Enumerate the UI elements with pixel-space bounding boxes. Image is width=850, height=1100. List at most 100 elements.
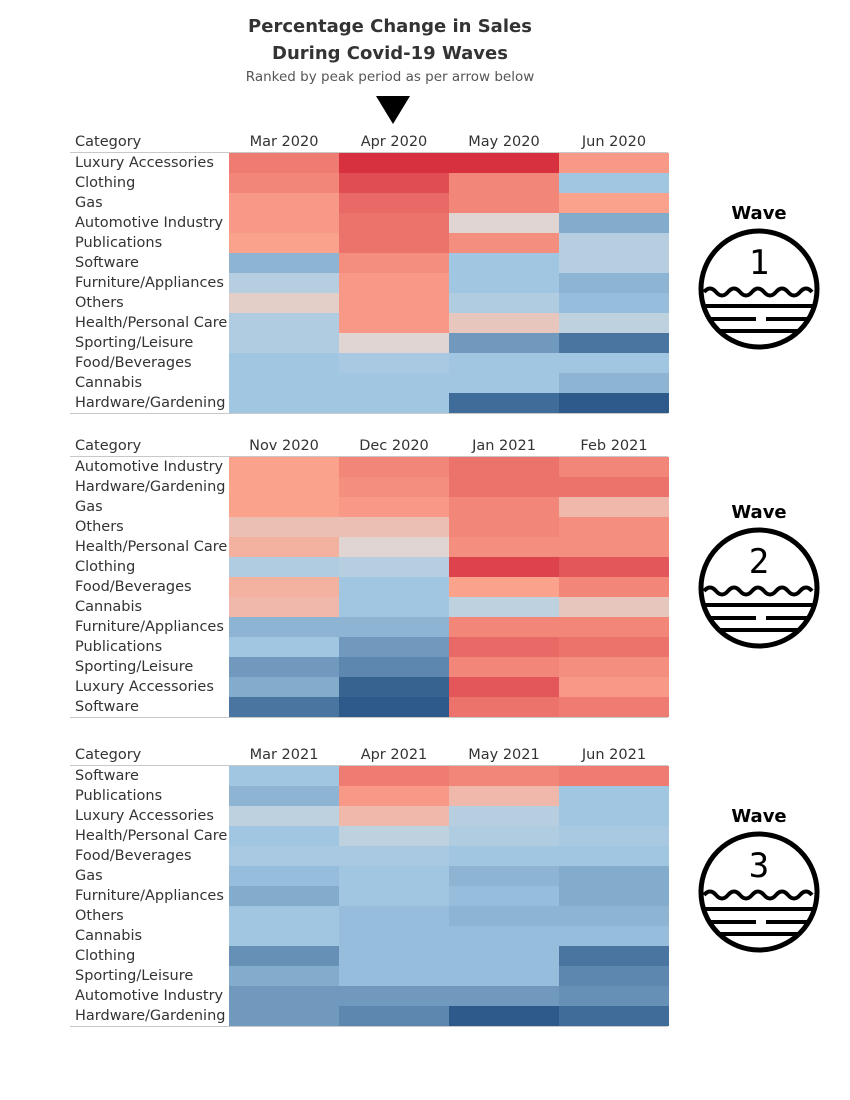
heatmap-cell[interactable]: [449, 637, 559, 657]
heatmap-cell[interactable]: [559, 517, 669, 537]
heatmap-cell[interactable]: [559, 826, 669, 846]
heatmap-cell[interactable]: [559, 333, 669, 353]
heatmap-cell[interactable]: [449, 173, 559, 193]
heatmap-cell[interactable]: [559, 153, 669, 173]
heatmap-cell[interactable]: [559, 846, 669, 866]
heatmap-cell[interactable]: [559, 966, 669, 986]
heatmap-cell[interactable]: [559, 786, 669, 806]
heatmap-cell[interactable]: [449, 457, 559, 477]
heatmap-cell[interactable]: [339, 597, 449, 617]
heatmap-cell[interactable]: [229, 886, 339, 906]
heatmap-cell[interactable]: [449, 233, 559, 253]
heatmap-cell[interactable]: [229, 253, 339, 273]
heatmap-cell[interactable]: [559, 657, 669, 677]
heatmap-cell[interactable]: [559, 926, 669, 946]
heatmap-cell[interactable]: [229, 577, 339, 597]
heatmap-cell[interactable]: [559, 497, 669, 517]
heatmap-cell[interactable]: [449, 253, 559, 273]
heatmap-cell[interactable]: [449, 373, 559, 393]
heatmap-cell[interactable]: [229, 806, 339, 826]
heatmap-cell[interactable]: [339, 846, 449, 866]
heatmap-cell[interactable]: [449, 537, 559, 557]
heatmap-cell[interactable]: [339, 193, 449, 213]
heatmap-cell[interactable]: [339, 173, 449, 193]
heatmap-cell[interactable]: [449, 293, 559, 313]
heatmap-cell[interactable]: [559, 353, 669, 373]
heatmap-cell[interactable]: [559, 986, 669, 1006]
heatmap-cell[interactable]: [339, 577, 449, 597]
heatmap-cell[interactable]: [559, 233, 669, 253]
heatmap-cell[interactable]: [449, 697, 559, 717]
heatmap-cell[interactable]: [339, 477, 449, 497]
heatmap-cell[interactable]: [229, 1006, 339, 1026]
heatmap-cell[interactable]: [339, 886, 449, 906]
heatmap-cell[interactable]: [229, 946, 339, 966]
heatmap-cell[interactable]: [559, 597, 669, 617]
heatmap-cell[interactable]: [559, 373, 669, 393]
heatmap-cell[interactable]: [229, 766, 339, 786]
heatmap-cell[interactable]: [229, 617, 339, 637]
heatmap-cell[interactable]: [229, 866, 339, 886]
heatmap-cell[interactable]: [229, 637, 339, 657]
heatmap-cell[interactable]: [449, 497, 559, 517]
heatmap-cell[interactable]: [559, 1006, 669, 1026]
heatmap-cell[interactable]: [559, 697, 669, 717]
heatmap-cell[interactable]: [229, 373, 339, 393]
heatmap-cell[interactable]: [229, 273, 339, 293]
heatmap-cell[interactable]: [449, 946, 559, 966]
heatmap-cell[interactable]: [449, 906, 559, 926]
heatmap-cell[interactable]: [559, 637, 669, 657]
heatmap-cell[interactable]: [229, 233, 339, 253]
heatmap-cell[interactable]: [339, 517, 449, 537]
heatmap-cell[interactable]: [559, 946, 669, 966]
heatmap-cell[interactable]: [229, 173, 339, 193]
heatmap-cell[interactable]: [339, 677, 449, 697]
heatmap-cell[interactable]: [229, 697, 339, 717]
heatmap-cell[interactable]: [449, 677, 559, 697]
heatmap-cell[interactable]: [339, 457, 449, 477]
heatmap-cell[interactable]: [449, 786, 559, 806]
heatmap-cell[interactable]: [449, 826, 559, 846]
heatmap-cell[interactable]: [339, 313, 449, 333]
heatmap-cell[interactable]: [339, 233, 449, 253]
heatmap-cell[interactable]: [449, 986, 559, 1006]
heatmap-cell[interactable]: [229, 926, 339, 946]
heatmap-cell[interactable]: [229, 846, 339, 866]
heatmap-cell[interactable]: [229, 517, 339, 537]
heatmap-cell[interactable]: [559, 617, 669, 637]
heatmap-cell[interactable]: [449, 577, 559, 597]
heatmap-cell[interactable]: [339, 557, 449, 577]
heatmap-cell[interactable]: [339, 273, 449, 293]
heatmap-cell[interactable]: [339, 617, 449, 637]
heatmap-cell[interactable]: [339, 946, 449, 966]
heatmap-cell[interactable]: [229, 826, 339, 846]
heatmap-cell[interactable]: [339, 213, 449, 233]
heatmap-cell[interactable]: [229, 906, 339, 926]
heatmap-cell[interactable]: [449, 766, 559, 786]
heatmap-cell[interactable]: [449, 886, 559, 906]
heatmap-cell[interactable]: [229, 537, 339, 557]
heatmap-cell[interactable]: [229, 213, 339, 233]
heatmap-cell[interactable]: [449, 866, 559, 886]
heatmap-cell[interactable]: [449, 333, 559, 353]
heatmap-cell[interactable]: [449, 597, 559, 617]
heatmap-cell[interactable]: [229, 557, 339, 577]
heatmap-cell[interactable]: [559, 313, 669, 333]
heatmap-cell[interactable]: [229, 477, 339, 497]
heatmap-cell[interactable]: [559, 253, 669, 273]
heatmap-cell[interactable]: [229, 786, 339, 806]
heatmap-cell[interactable]: [559, 213, 669, 233]
heatmap-cell[interactable]: [449, 617, 559, 637]
heatmap-cell[interactable]: [559, 273, 669, 293]
heatmap-cell[interactable]: [449, 517, 559, 537]
heatmap-cell[interactable]: [449, 273, 559, 293]
heatmap-cell[interactable]: [559, 557, 669, 577]
heatmap-cell[interactable]: [339, 333, 449, 353]
heatmap-cell[interactable]: [559, 193, 669, 213]
heatmap-cell[interactable]: [339, 697, 449, 717]
heatmap-cell[interactable]: [339, 153, 449, 173]
heatmap-cell[interactable]: [339, 766, 449, 786]
heatmap-cell[interactable]: [229, 677, 339, 697]
heatmap-cell[interactable]: [339, 1006, 449, 1026]
heatmap-cell[interactable]: [449, 353, 559, 373]
